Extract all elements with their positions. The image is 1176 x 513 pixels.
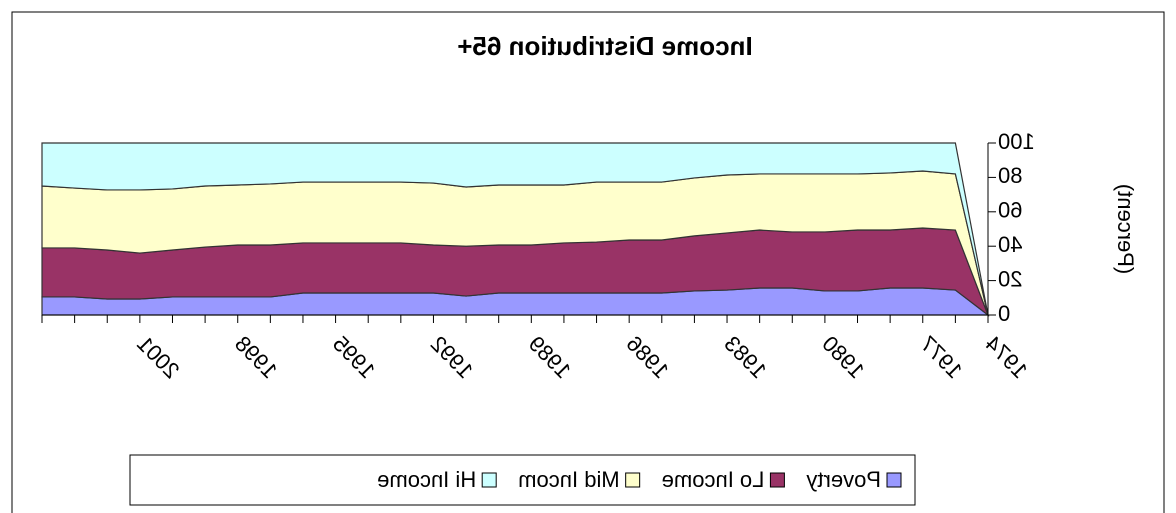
x-tick-label: 1986	[622, 331, 674, 383]
legend-swatch	[625, 472, 641, 488]
x-tick-label: 1998	[230, 331, 282, 383]
x-tick-label: 2001	[132, 331, 184, 383]
legend-label: Lo Income	[662, 467, 765, 492]
y-tick-label: 100	[998, 129, 1035, 154]
chart-title: Income Distribution 65+	[457, 31, 752, 61]
y-tick-label: 40	[998, 232, 1022, 257]
y-tick-label: 60	[998, 198, 1022, 223]
x-tick-label: 1992	[426, 331, 478, 383]
legend-swatch	[886, 472, 902, 488]
x-tick-label: 1983	[719, 331, 771, 383]
legend-label: Poverty	[806, 467, 881, 492]
y-tick-label: 0	[998, 301, 1010, 326]
legend-label: Hi Income	[377, 467, 476, 492]
x-tick-label: 1977	[915, 331, 967, 383]
x-tick-label: 1989	[524, 331, 576, 383]
legend-label: Mid Incom	[518, 467, 619, 492]
chart-frame	[11, 11, 1165, 513]
y-tick-label: 80	[998, 163, 1022, 188]
x-tick-label: 1995	[328, 331, 380, 383]
y-tick-label: 20	[998, 266, 1022, 291]
x-tick-label: 1980	[817, 331, 869, 383]
area	[41, 142, 989, 316]
legend-swatch	[769, 472, 785, 488]
x-tick-label: 1974	[980, 331, 1032, 383]
y-axis-label: (Percent)	[1113, 184, 1138, 274]
legend-swatch	[481, 472, 497, 488]
